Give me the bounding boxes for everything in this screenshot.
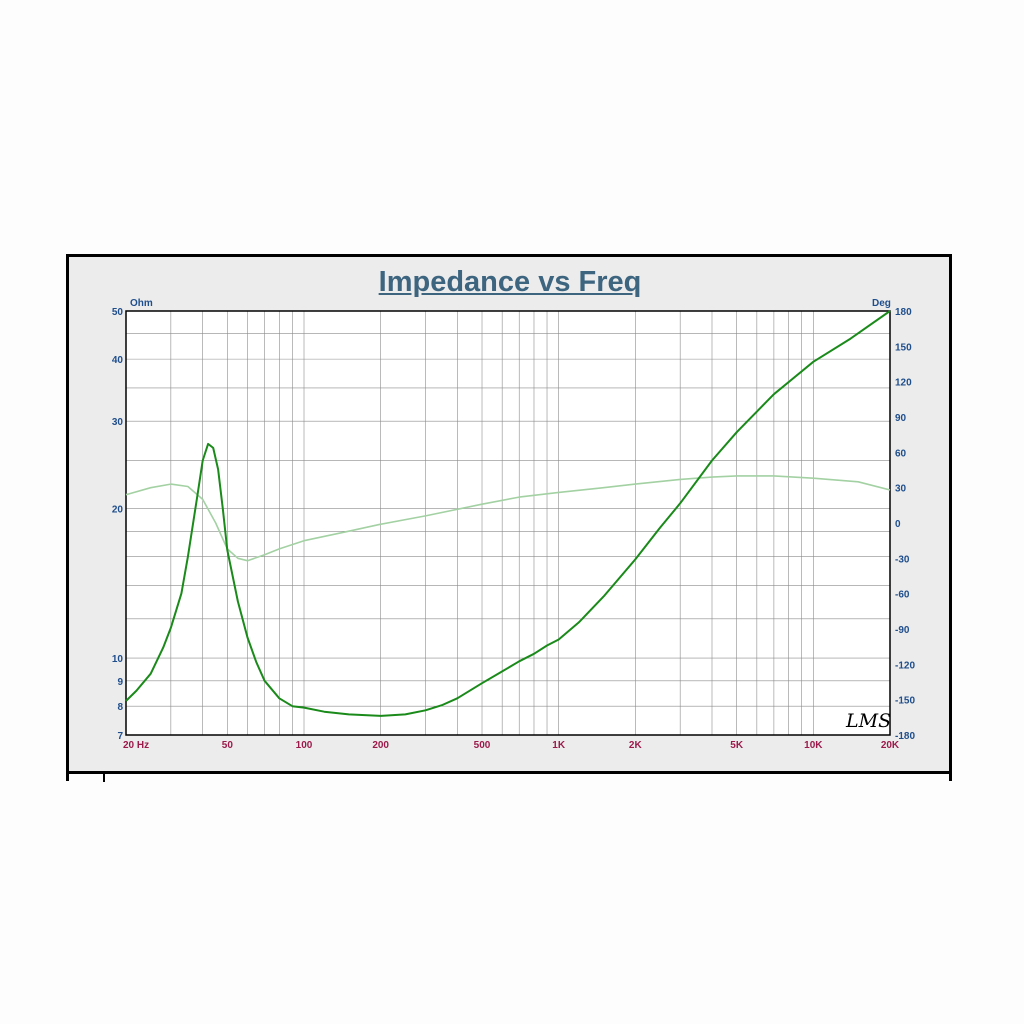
left-tick-label: 9 [117, 677, 123, 688]
x-tick-label: 1K [552, 740, 566, 751]
left-tick-label: 50 [112, 307, 124, 318]
right-tick-label: -90 [895, 625, 910, 636]
right-tick-label: 90 [895, 413, 907, 424]
x-tick-label: 20 Hz [123, 740, 149, 751]
x-tick-label: 500 [474, 740, 491, 751]
left-tick-label: 8 [117, 702, 123, 713]
right-tick-label: -150 [895, 696, 915, 707]
x-tick-label: 100 [296, 740, 313, 751]
left-axis-unit: Ohm [130, 298, 153, 309]
left-tick-label: 10 [112, 654, 124, 665]
plot-grid [126, 311, 890, 735]
right-tick-label: -180 [895, 731, 915, 742]
left-tick-label: 30 [112, 417, 124, 428]
phase-series-line [125, 475, 891, 562]
impedance-series-line [125, 310, 891, 717]
x-tick-label: 2K [629, 740, 643, 751]
right-tick-label: 120 [895, 378, 912, 389]
right-tick-label: 0 [895, 519, 901, 530]
series-layer [125, 310, 891, 717]
left-tick-label: 7 [117, 731, 123, 742]
plot-border [125, 310, 891, 736]
chart-title: Impedance vs Freq [378, 266, 642, 298]
left-tick-label: 40 [112, 355, 124, 366]
x-tick-label: 50 [222, 740, 234, 751]
x-tick-label: 200 [372, 740, 389, 751]
plot-area [126, 311, 890, 735]
x-tick-label: 10K [804, 740, 823, 751]
right-axis-unit: Deg [872, 298, 891, 309]
lms-logo: LMS [845, 710, 891, 732]
left-tick-label: 20 [112, 505, 124, 516]
right-tick-label: -30 [895, 554, 910, 565]
right-tick-label: -60 [895, 590, 910, 601]
right-tick-label: 30 [895, 484, 907, 495]
x-tick-label: 5K [730, 740, 744, 751]
right-tick-label: 150 [895, 342, 912, 353]
right-tick-label: 60 [895, 448, 907, 459]
axis-labels: 50 40 30 20 10 9 8 7 180 150 120 90 60 30 0 -30 -60 -90 -1… [112, 307, 916, 751]
right-tick-label: -120 [895, 660, 915, 671]
frame-footer [66, 771, 952, 781]
right-tick-label: 180 [895, 307, 912, 318]
frame-footer-tick [103, 774, 105, 782]
x-tick-label: 20K [881, 740, 900, 751]
